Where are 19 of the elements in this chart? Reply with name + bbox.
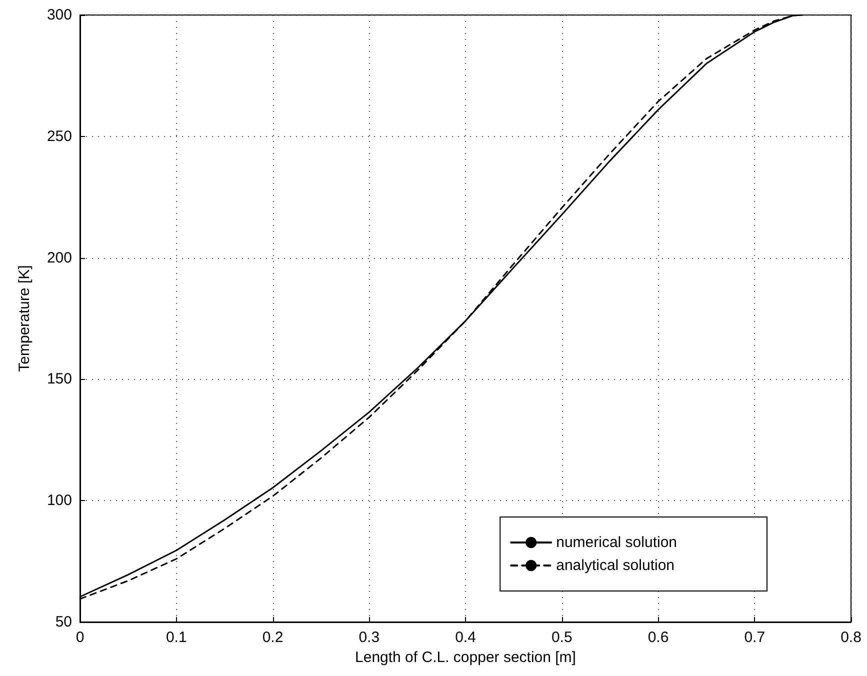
x-tick-label: 0.6: [648, 629, 669, 646]
x-tick-label: 0.1: [166, 629, 187, 646]
x-tick-label: 0.2: [262, 629, 284, 646]
y-tick-label: 150: [46, 370, 72, 388]
legend-label: numerical solution: [556, 534, 678, 551]
x-tick-label: 0: [76, 629, 84, 646]
legend-label: analytical solution: [556, 557, 675, 574]
y-tick-label: 100: [46, 492, 72, 510]
x-tick-label: 0.8: [840, 629, 862, 646]
x-tick-label: 0.4: [455, 629, 476, 646]
x-axis-title: Length of C.L. copper section [m]: [355, 648, 576, 666]
x-tick-label: 0.5: [551, 629, 572, 646]
y-tick-label: 50: [55, 614, 72, 630]
x-tick-label: 0.3: [358, 629, 380, 646]
x-tick-label: 0.7: [744, 629, 766, 646]
y-axis-title: Temperature [K]: [16, 265, 33, 372]
y-tick-label: 250: [46, 128, 72, 145]
y-tick-label: 300: [46, 6, 72, 24]
y-tick-label: 200: [46, 249, 72, 266]
